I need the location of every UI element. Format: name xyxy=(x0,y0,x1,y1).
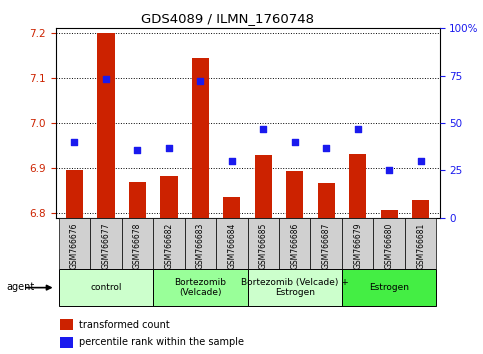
Text: agent: agent xyxy=(6,282,34,292)
Bar xyxy=(349,154,366,218)
Bar xyxy=(97,33,114,218)
Bar xyxy=(255,155,272,218)
Bar xyxy=(153,269,248,306)
Point xyxy=(417,158,425,164)
Text: GSM766680: GSM766680 xyxy=(384,223,394,269)
Text: GSM766678: GSM766678 xyxy=(133,223,142,269)
Text: GSM766684: GSM766684 xyxy=(227,223,236,269)
Point xyxy=(385,167,393,173)
Bar xyxy=(373,218,405,269)
Text: GSM766679: GSM766679 xyxy=(353,223,362,269)
Bar xyxy=(160,176,178,218)
Point xyxy=(165,145,173,150)
Bar xyxy=(66,170,83,218)
Text: percentile rank within the sample: percentile rank within the sample xyxy=(79,337,244,347)
Point xyxy=(197,79,204,84)
Bar xyxy=(286,171,303,218)
Text: GSM766686: GSM766686 xyxy=(290,223,299,269)
Point xyxy=(322,145,330,150)
Point xyxy=(354,126,362,132)
Bar xyxy=(59,319,73,330)
Text: Bortezomib
(Velcade): Bortezomib (Velcade) xyxy=(174,278,227,297)
Bar xyxy=(59,269,153,306)
Point xyxy=(133,147,141,152)
Text: GSM766681: GSM766681 xyxy=(416,223,425,269)
Bar xyxy=(90,218,122,269)
Text: transformed count: transformed count xyxy=(79,320,170,330)
Text: control: control xyxy=(90,283,122,292)
Point xyxy=(259,126,267,132)
Bar xyxy=(153,218,185,269)
Point xyxy=(71,139,78,145)
Text: GSM766677: GSM766677 xyxy=(101,223,111,269)
Bar xyxy=(216,218,248,269)
Bar xyxy=(248,218,279,269)
Bar xyxy=(405,218,436,269)
Text: GSM766683: GSM766683 xyxy=(196,223,205,269)
Bar xyxy=(279,218,311,269)
Text: GSM766685: GSM766685 xyxy=(259,223,268,269)
Bar xyxy=(185,218,216,269)
Bar xyxy=(381,211,398,218)
Bar xyxy=(192,58,209,218)
Bar xyxy=(412,200,429,218)
Bar xyxy=(59,337,73,348)
Bar xyxy=(223,198,241,218)
Text: GSM766682: GSM766682 xyxy=(164,223,173,269)
Bar xyxy=(342,218,373,269)
Text: GSM766676: GSM766676 xyxy=(70,223,79,269)
Point xyxy=(228,158,236,164)
Text: GDS4089 / ILMN_1760748: GDS4089 / ILMN_1760748 xyxy=(141,12,313,25)
Bar xyxy=(248,269,342,306)
Bar xyxy=(59,218,90,269)
Bar xyxy=(311,218,342,269)
Text: GSM766687: GSM766687 xyxy=(322,223,331,269)
Text: Estrogen: Estrogen xyxy=(369,283,409,292)
Text: Bortezomib (Velcade) +
Estrogen: Bortezomib (Velcade) + Estrogen xyxy=(241,278,349,297)
Bar xyxy=(122,218,153,269)
Point xyxy=(102,76,110,82)
Bar xyxy=(129,182,146,218)
Bar xyxy=(317,183,335,218)
Bar xyxy=(342,269,436,306)
Point xyxy=(291,139,298,145)
